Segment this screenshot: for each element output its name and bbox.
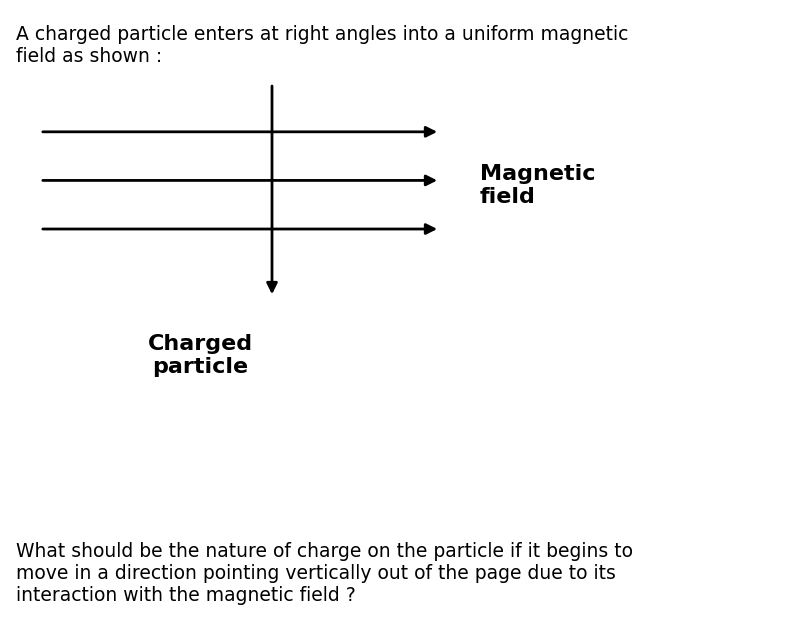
Text: A charged particle enters at right angles into a uniform magnetic
field as shown: A charged particle enters at right angle…	[16, 25, 628, 66]
Text: What should be the nature of charge on the particle if it begins to
move in a di: What should be the nature of charge on t…	[16, 542, 633, 605]
Text: Magnetic
field: Magnetic field	[480, 164, 595, 207]
Text: Charged
particle: Charged particle	[147, 334, 253, 377]
